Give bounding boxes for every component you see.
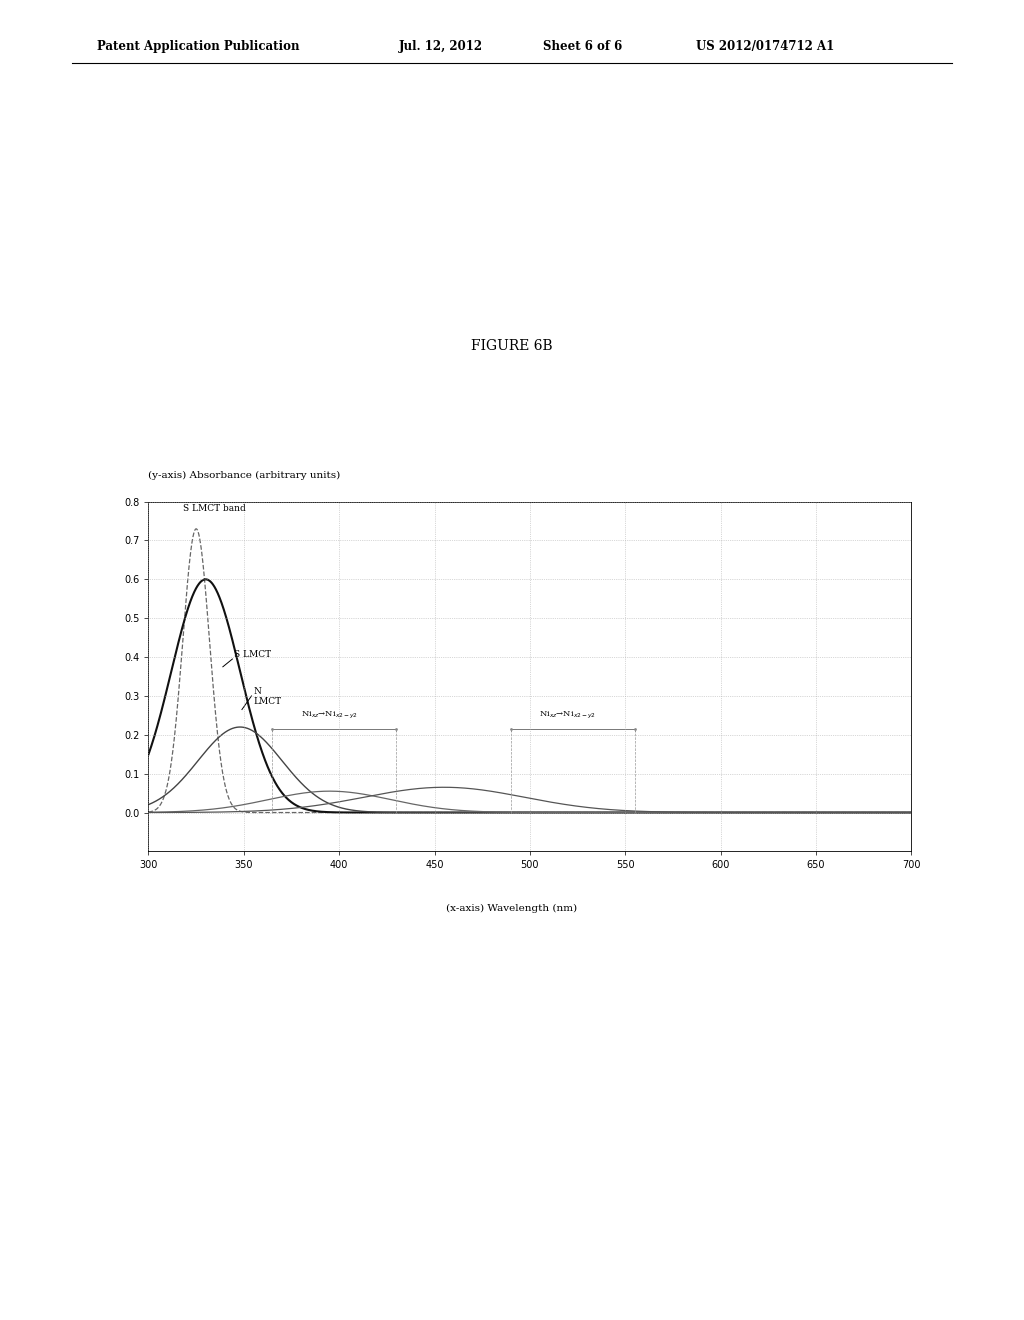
Text: N: N	[253, 686, 261, 696]
Text: FIGURE 6B: FIGURE 6B	[471, 339, 553, 352]
Text: S LMCT: S LMCT	[234, 649, 271, 659]
Text: Jul. 12, 2012: Jul. 12, 2012	[399, 40, 483, 53]
Text: US 2012/0174712 A1: US 2012/0174712 A1	[696, 40, 835, 53]
Text: LMCT: LMCT	[253, 697, 282, 706]
Text: Ni$_{xz}$→Ni$_{x2-y2}$: Ni$_{xz}$→Ni$_{x2-y2}$	[301, 710, 358, 721]
Text: (y-axis) Absorbance (arbitrary units): (y-axis) Absorbance (arbitrary units)	[148, 471, 341, 480]
Text: (x-axis) Wavelength (nm): (x-axis) Wavelength (nm)	[446, 904, 578, 913]
Text: Patent Application Publication: Patent Application Publication	[97, 40, 300, 53]
Text: Sheet 6 of 6: Sheet 6 of 6	[543, 40, 622, 53]
Text: S LMCT band: S LMCT band	[183, 504, 246, 513]
Text: Ni$_{xz}$→Ni$_{x2-y2}$: Ni$_{xz}$→Ni$_{x2-y2}$	[540, 710, 596, 721]
